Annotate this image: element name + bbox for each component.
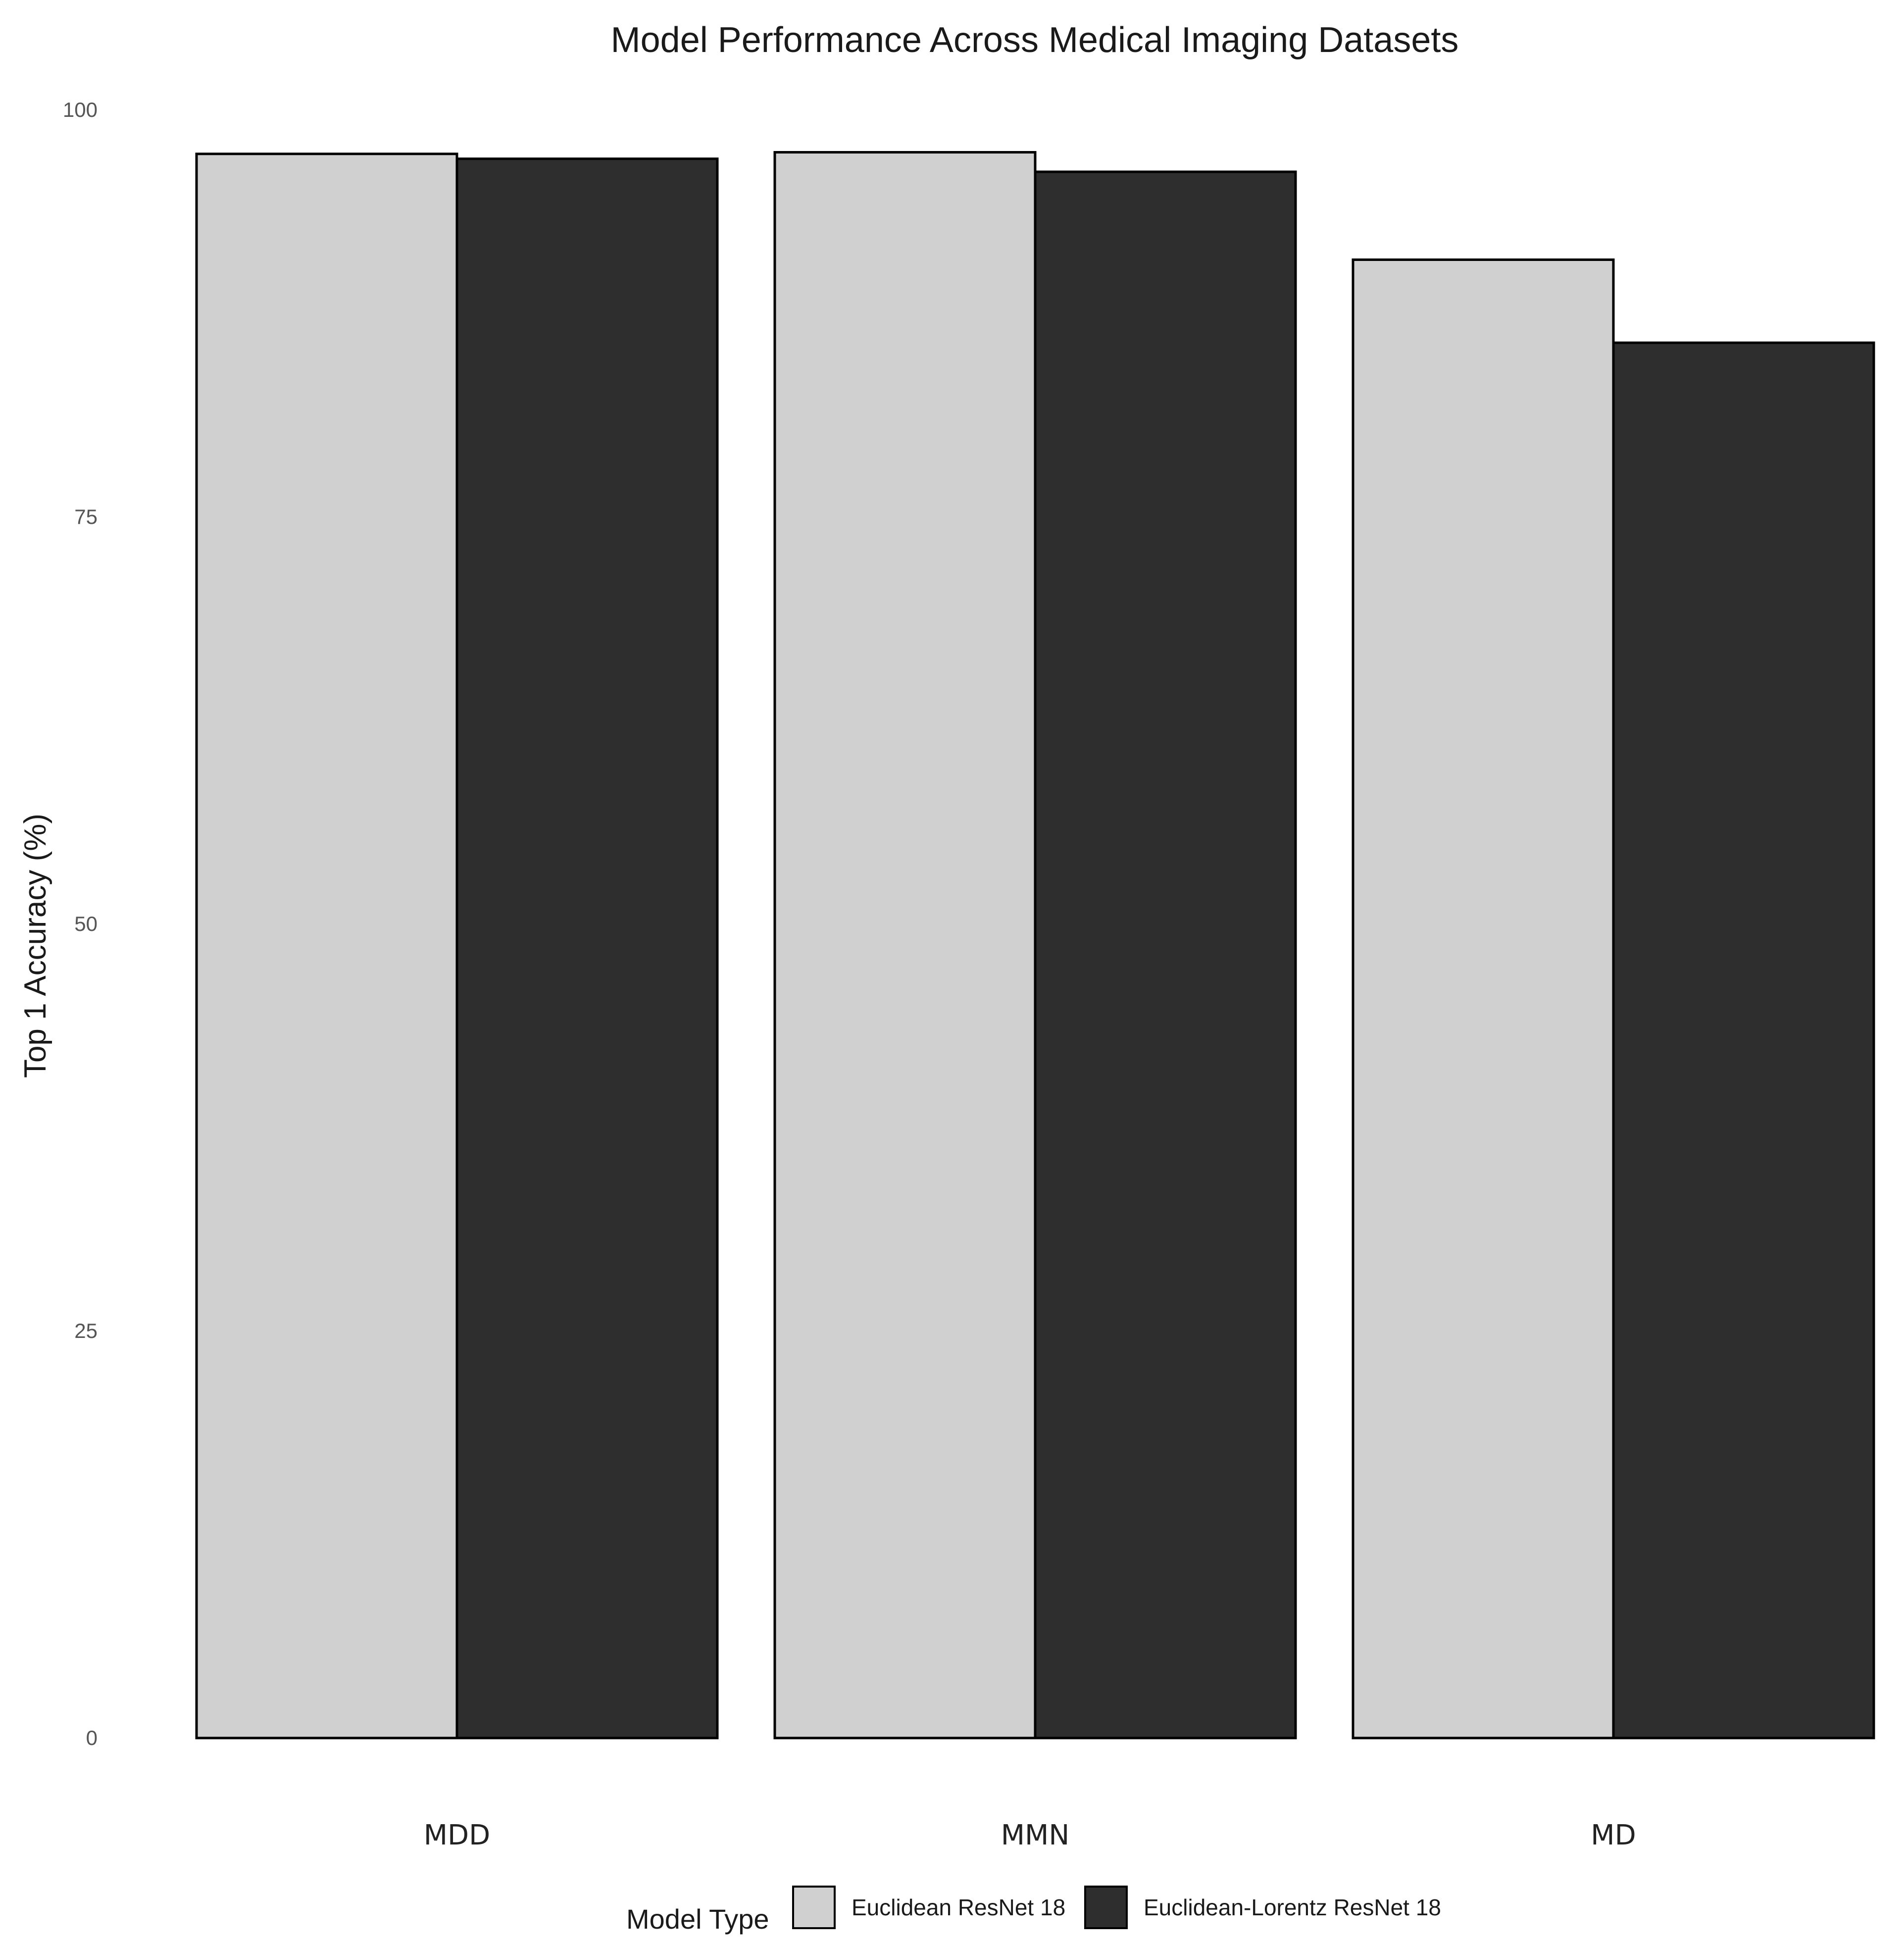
y-tick-label: 25 [74, 1319, 98, 1342]
bar-mmn-series-2 [1034, 170, 1297, 1740]
x-tick-label: MMN [1001, 1819, 1070, 1851]
y-tick-label: 0 [86, 1726, 98, 1749]
x-tick-label: MD [1591, 1819, 1636, 1851]
y-tick-label: 100 [63, 98, 98, 121]
bar-mdd-series-2 [455, 157, 719, 1740]
legend-key-series-1 [792, 1886, 836, 1929]
bar-md-series-2 [1612, 341, 1875, 1740]
bar-group [195, 151, 1875, 1740]
legend-label-series-1: Euclidean ResNet 18 [852, 1894, 1065, 1920]
chart-title: Model Performance Across Medical Imaging… [611, 20, 1459, 60]
bar-mmn-series-1 [773, 151, 1037, 1740]
x-tick-label: MDD [424, 1819, 491, 1851]
legend: Model Type Euclidean ResNet 18 Euclidean-… [626, 1886, 1441, 1935]
legend-title: Model Type [626, 1903, 769, 1935]
x-axis-ticks: MDD MMN MD [424, 1819, 1636, 1851]
y-axis-label: Top 1 Accuracy (%) [18, 814, 52, 1078]
y-tick-label: 50 [74, 912, 98, 935]
legend-label-series-2: Euclidean-Lorentz ResNet 18 [1144, 1894, 1441, 1920]
legend-key-series-2 [1084, 1886, 1128, 1929]
y-axis-ticks: 0 25 50 75 100 [63, 98, 98, 1749]
y-tick-label: 75 [74, 505, 98, 528]
bar-mdd-series-1 [195, 153, 458, 1740]
bar-md-series-1 [1352, 258, 1615, 1740]
